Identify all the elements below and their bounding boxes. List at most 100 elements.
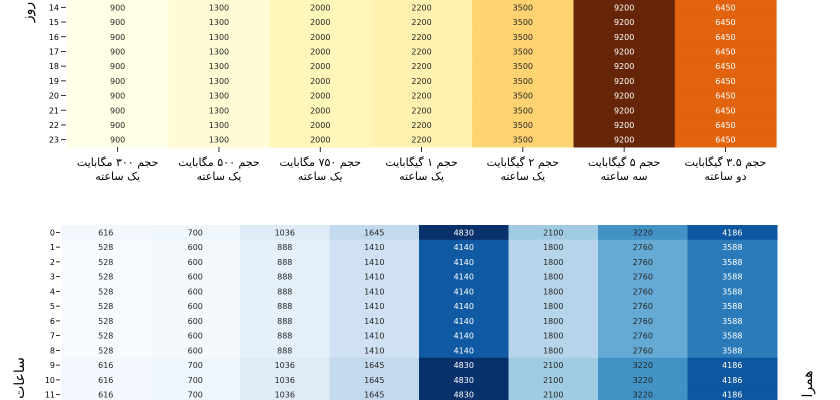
heatmap-cell <box>419 387 509 400</box>
row-tick-label: 10 <box>45 376 55 385</box>
cell-value-label: 700 <box>188 228 203 237</box>
cell-value-label: 1800 <box>543 258 563 267</box>
cell-value-label: 9200 <box>614 106 634 115</box>
cell-value-label: 888 <box>277 346 292 355</box>
heatmap-cell <box>269 73 372 89</box>
cell-value-label: 4830 <box>454 376 474 385</box>
cell-value-label: 1300 <box>209 77 229 86</box>
heatmap-cell <box>573 73 676 89</box>
cell-value-label: 1645 <box>364 361 384 370</box>
cell-value-label: 9200 <box>614 92 634 101</box>
cell-value-label: 3588 <box>722 273 742 282</box>
heatmap-cell <box>472 29 574 45</box>
heatmap-cell <box>598 357 688 373</box>
cell-value-label: 3588 <box>722 287 742 296</box>
cell-value-label: 3500 <box>513 3 533 12</box>
cell-value-label: 600 <box>188 258 203 267</box>
heatmap-cell <box>150 225 241 241</box>
heatmap-cell <box>472 102 574 119</box>
row-tick-label: 4 <box>50 287 55 296</box>
heatmap-cell <box>687 387 778 400</box>
cell-value-label: 1800 <box>543 273 563 282</box>
heatmap-cell <box>61 328 151 344</box>
cell-value-label: 3588 <box>722 243 742 252</box>
heatmap-cell <box>269 88 372 104</box>
heatmap-cell <box>240 372 330 388</box>
cell-value-label: 600 <box>188 273 203 282</box>
cell-value-label: 2000 <box>310 47 330 56</box>
heatmap-cell <box>269 132 372 148</box>
category-tick-label: یک ساعته <box>500 170 545 183</box>
cell-value-label: 2200 <box>411 47 431 56</box>
heatmap-cell <box>508 313 599 329</box>
heatmap-cell <box>598 372 688 388</box>
cell-value-label: 900 <box>110 33 125 42</box>
row-tick-label: 22 <box>49 121 59 130</box>
heatmap-cell <box>598 298 688 314</box>
heatmap-cell <box>240 225 330 241</box>
heatmap-cell <box>329 239 420 255</box>
cell-value-label: 616 <box>98 391 113 400</box>
heatmap-cell <box>419 372 509 388</box>
category-tick-label: یک ساعته <box>298 170 343 183</box>
heatmap-cell <box>168 73 271 89</box>
heatmap-cell <box>573 102 676 119</box>
row-tick-label: 23 <box>49 136 59 145</box>
heatmap-cell <box>240 269 330 285</box>
heatmap-cell <box>687 269 778 285</box>
bottom-y-axis-label: ساعات <box>12 357 28 399</box>
cell-value-label: 2200 <box>411 77 431 86</box>
heatmap-cell <box>508 328 599 344</box>
cell-value-label: 3500 <box>513 18 533 27</box>
heatmap-cell <box>67 73 169 89</box>
row-tick-label: 0 <box>50 228 55 237</box>
cell-value-label: 9200 <box>614 77 634 86</box>
cell-value-label: 1036 <box>275 376 295 385</box>
cell-value-label: 2760 <box>633 243 653 252</box>
cell-value-label: 9200 <box>614 47 634 56</box>
cell-value-label: 900 <box>110 62 125 71</box>
heatmap-cell <box>674 58 777 74</box>
cell-value-label: 2000 <box>310 92 330 101</box>
cell-value-label: 9200 <box>614 33 634 42</box>
cell-value-label: 1300 <box>209 18 229 27</box>
cell-value-label: 1800 <box>543 332 563 341</box>
cell-value-label: 9200 <box>614 121 634 130</box>
cell-value-label: 2760 <box>633 273 653 282</box>
heatmap-cell <box>508 239 599 255</box>
cell-value-label: 3500 <box>513 77 533 86</box>
cell-value-label: 900 <box>110 92 125 101</box>
row-tick-label: 1 <box>50 243 55 252</box>
heatmap-cell <box>508 343 599 359</box>
heatmap-cell <box>419 269 509 285</box>
heatmap-cell <box>61 313 151 329</box>
row-tick-label: 3 <box>50 273 55 282</box>
category-tick-label: حجم ۵ گیگابایت <box>588 156 660 169</box>
cell-value-label: 2760 <box>633 287 653 296</box>
cell-value-label: 6450 <box>715 121 735 130</box>
cell-value-label: 2200 <box>411 136 431 145</box>
cell-value-label: 600 <box>188 302 203 311</box>
heatmap-cell <box>150 254 241 270</box>
cell-value-label: 3220 <box>633 228 653 237</box>
cell-value-label: 1410 <box>364 258 384 267</box>
heatmap-cell <box>329 328 420 344</box>
category-tick-label: یک ساعته <box>197 170 242 183</box>
heatmap-cell <box>472 88 574 104</box>
heatmap-cell <box>508 372 599 388</box>
heatmap-cell <box>573 58 676 74</box>
heatmap-cell <box>674 102 777 119</box>
cell-value-label: 900 <box>110 3 125 12</box>
cell-value-label: 3220 <box>633 361 653 370</box>
heatmap-cell <box>168 88 271 104</box>
cell-value-label: 1300 <box>209 33 229 42</box>
heatmap-cell <box>168 102 271 119</box>
cell-value-label: 4140 <box>454 243 474 252</box>
heatmap-cell <box>687 357 778 373</box>
heatmap-cell <box>61 239 151 255</box>
heatmap-cell <box>329 387 420 400</box>
category-tick-label: حجم ۳.۵ گیگابایت <box>685 156 767 169</box>
cell-value-label: 2200 <box>411 121 431 130</box>
row-tick-label: 17 <box>49 47 59 56</box>
cell-value-label: 1800 <box>543 243 563 252</box>
